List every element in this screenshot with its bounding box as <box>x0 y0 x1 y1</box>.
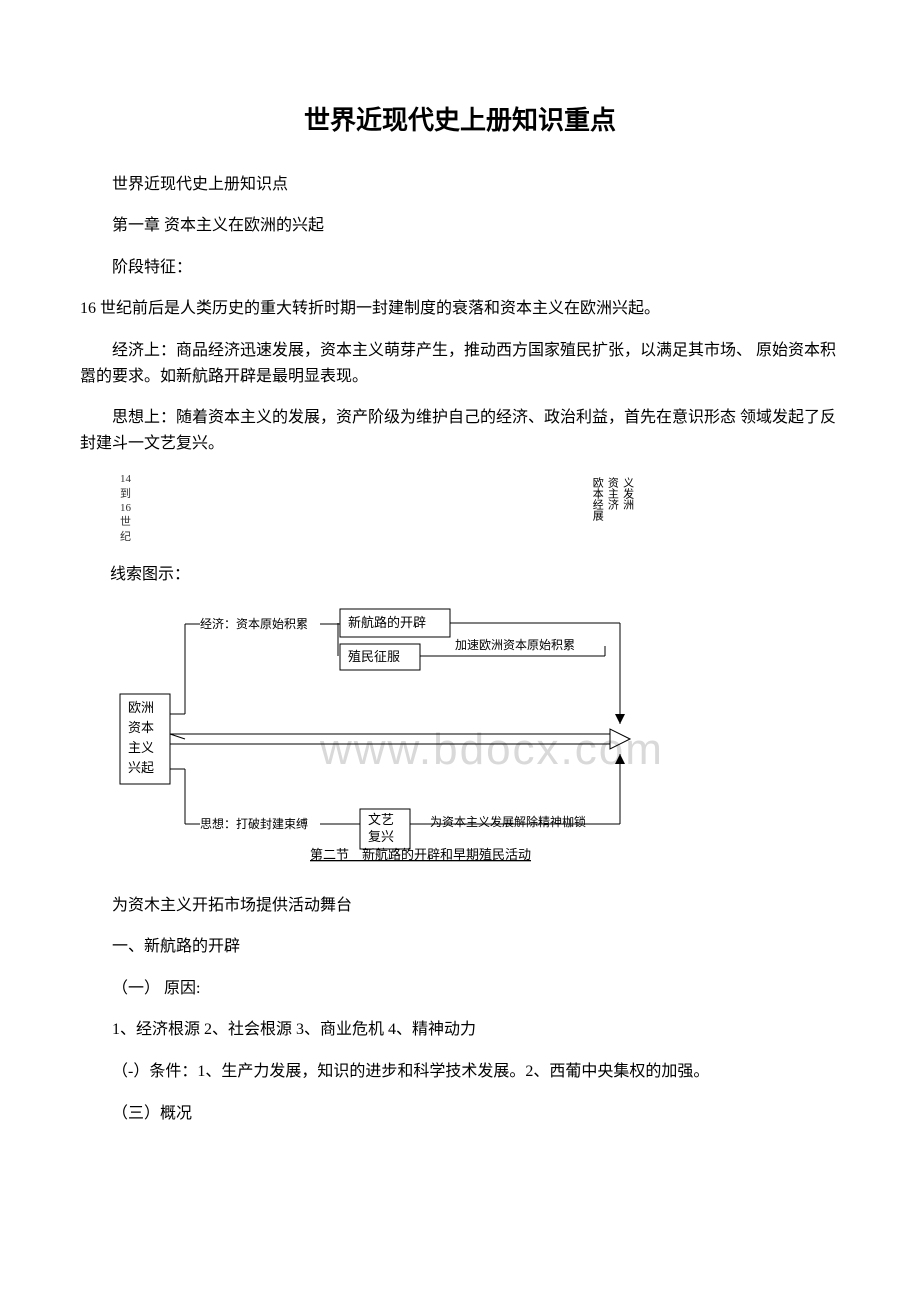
mini-right-label: 欧本经展 资主济 义发洲 <box>590 477 634 521</box>
heading-1-1: （一） 原因: <box>80 976 840 1002</box>
mini-left-1: 14 <box>120 472 131 486</box>
leftbox-l3: 主义 <box>128 740 154 755</box>
thought-paragraph: 思想上：随着资本主义的发展，资产阶级为维护自己的经济、政治利益，首先在意识形态 … <box>80 405 840 456</box>
heading-1: 一、新航路的开辟 <box>80 934 840 960</box>
econ-label-text: 经济：资本原始积累 <box>200 616 308 631</box>
flowchart-diagram: 欧洲 资本 主义 兴起 经济：资本原始积累 新航路的开辟 殖民征服 加速欧洲资本… <box>110 604 840 873</box>
mini-right-col2: 资主济 <box>605 477 618 521</box>
leftbox-l2: 资本 <box>128 720 154 735</box>
post-diagram-text: 为资木主义开拓市场提供活动舞台 <box>80 893 840 919</box>
section-label: 阶段特征： <box>80 255 840 281</box>
causes-text: 1、经济根源 2、社会根源 3、商业危机 4、精神动力 <box>80 1017 840 1043</box>
accel-label-text: 加速欧洲资本原始积累 <box>455 638 575 652</box>
thought-label-text: 思想：打破封建束缚 <box>200 816 308 831</box>
leftbox-l4: 兴起 <box>128 760 154 775</box>
intro-paragraph: 16 世纪前后是人类历史的重大转折时期一封建制度的衰落和资本主义在欧洲兴起。 <box>80 296 840 322</box>
mini-left-label: 14 到 16 世 纪 <box>120 472 131 543</box>
ren-l1: 文艺 <box>368 812 394 827</box>
colonize-box-text: 殖民征服 <box>348 649 400 664</box>
subtitle-text: 世界近现代史上册知识点 <box>80 172 840 198</box>
leftbox-l1: 欧洲 <box>128 700 154 715</box>
route-box-text: 新航路的开辟 <box>348 615 426 630</box>
chapter-heading: 第一章 资本主义在欧洲的兴起 <box>80 213 840 239</box>
diagram-label: 线索图示： <box>110 562 840 588</box>
mini-left-3: 16 <box>120 501 131 515</box>
page-title: 世界近现代史上册知识重点 <box>80 100 840 142</box>
mini-right-col3: 义发洲 <box>620 477 633 521</box>
shackle-label-text: 为资本主义发展解除精神枷锁 <box>430 814 586 829</box>
conditions-text: （-）条件：1、生产力发展，知识的进步和科学技术发展。2、西葡中央集权的加强。 <box>80 1059 840 1085</box>
mini-left-2: 到 <box>120 487 131 501</box>
ren-l2: 复兴 <box>368 829 394 844</box>
economy-paragraph: 经济上：商品经济迅速发展，资本主义萌芽产生，推动西方国家殖民扩张，以满足其市场、… <box>80 338 840 389</box>
section2-text: 第二节 新航路的开辟和早期殖民活动 <box>310 847 531 862</box>
mini-left-4: 世 <box>120 515 131 529</box>
mini-left-5: 纪 <box>120 530 131 544</box>
heading-1-3: （三）概况 <box>80 1101 840 1127</box>
mini-right-col1: 欧本经展 <box>590 477 603 521</box>
